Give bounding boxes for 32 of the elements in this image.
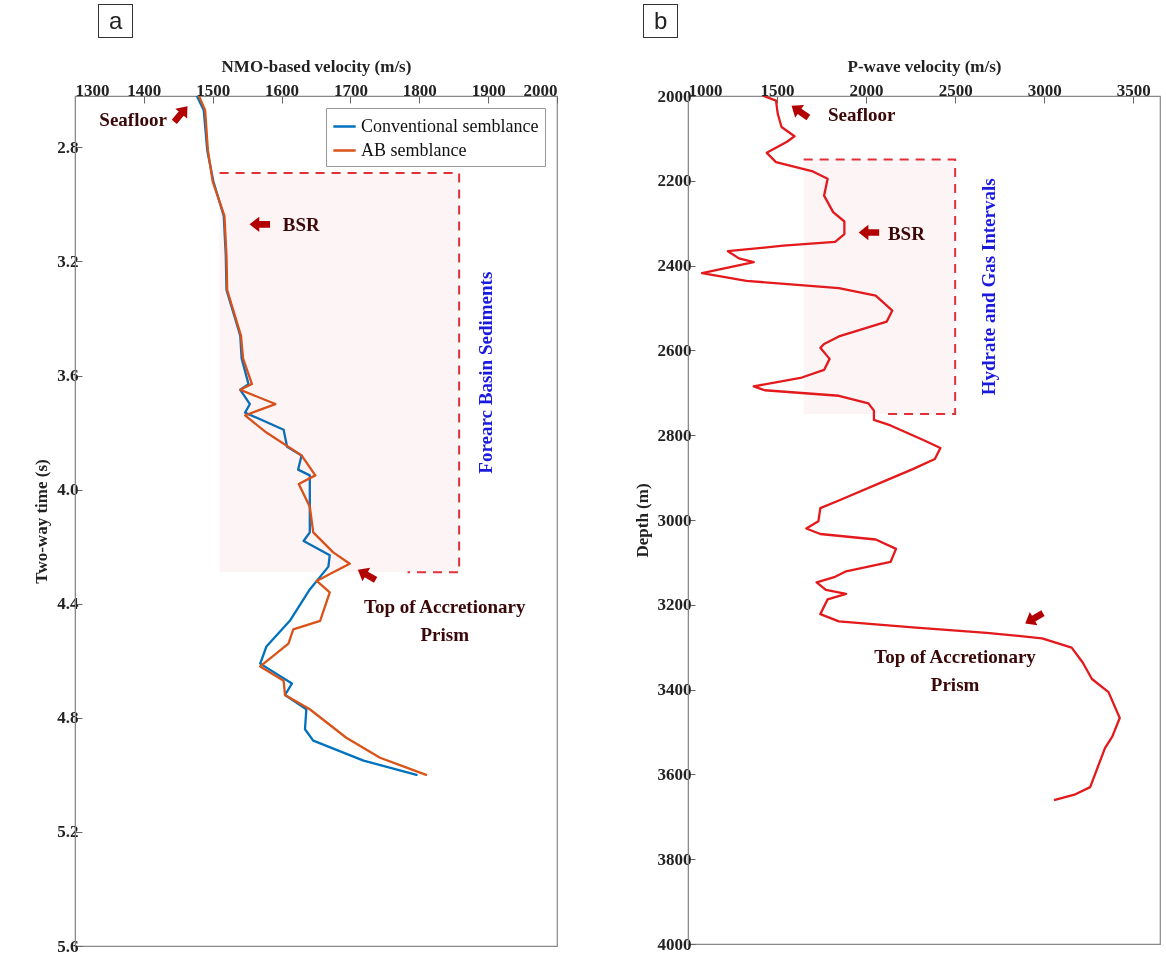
x-tick-label: 3000: [1027, 80, 1062, 100]
annotation: Seafloor: [827, 103, 897, 125]
x-tick-label: 1700: [333, 80, 368, 100]
x-tick-label: 1600: [265, 80, 300, 100]
y-tick-label: 4000: [657, 934, 692, 954]
line-series: [700, 96, 1121, 801]
x-tick-label: 1500: [196, 80, 231, 100]
annotation: BSR: [887, 222, 926, 244]
legend-label: AB semblance: [361, 139, 467, 160]
x-tick-label: 2500: [938, 80, 973, 100]
y-axis-title: Depth (m): [632, 483, 652, 558]
annotation: Seafloor: [99, 109, 168, 130]
chart-title: b: [643, 4, 679, 38]
annotation: Top of Accretionary Prism: [363, 595, 526, 645]
x-tick-label: 3500: [1116, 80, 1151, 100]
band-label: Hydrate and Gas Intervals: [978, 178, 1000, 396]
x-axis-title: NMO-based velocity (m/s): [221, 56, 412, 76]
x-axis-title: P-wave velocity (m/s): [847, 56, 1002, 76]
legend-label: Conventional semblance: [361, 115, 539, 136]
x-tick-label: 1400: [127, 80, 162, 100]
y-tick-label: 5.6: [57, 936, 79, 956]
x-tick-label: 1800: [402, 80, 437, 100]
x-tick-label: 2000: [523, 80, 558, 100]
x-tick-label: 1500: [760, 80, 795, 100]
annotation: Top of Accretionary Prism: [874, 646, 1037, 696]
y-axis-title: Two-way time (s): [32, 459, 52, 584]
x-tick-label: 1300: [75, 80, 110, 100]
x-tick-label: 2000: [849, 80, 884, 100]
annotation: BSR: [282, 214, 321, 236]
chart-title: a: [98, 4, 134, 38]
x-tick-label: 1900: [471, 80, 506, 100]
band-label: Forearc Basin Sediments: [475, 271, 497, 474]
